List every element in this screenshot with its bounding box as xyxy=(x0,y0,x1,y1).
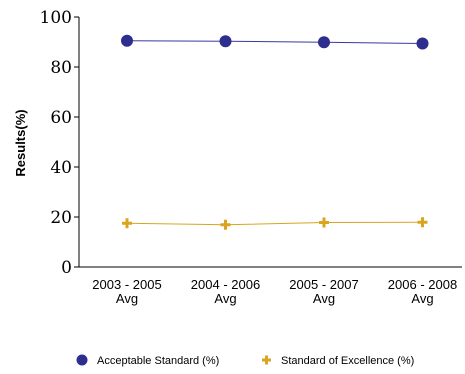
data-point xyxy=(318,36,330,49)
legend-item-2: Standard of Excellence (%) xyxy=(262,355,414,367)
legend-item-1: Acceptable Standard (%) xyxy=(76,354,219,367)
legend-label: Standard of Excellence (%) xyxy=(281,355,414,367)
data-point xyxy=(417,217,428,228)
legend-marker-circle xyxy=(76,354,88,366)
y-axis-title: Results(%) xyxy=(13,109,28,176)
x-tick-label: 2006 - 2008 Avg xyxy=(388,277,457,306)
y-tick-label: 60 xyxy=(50,108,72,128)
x-tick-label: 2003 - 2005 Avg xyxy=(92,277,161,306)
data-point xyxy=(220,219,231,230)
legend: Acceptable Standard (%) Standard of Excel… xyxy=(76,354,414,367)
y-tick-label: 20 xyxy=(50,208,72,228)
legend-marker-plus xyxy=(262,355,271,365)
data-point xyxy=(121,34,133,47)
series-2 xyxy=(122,217,428,230)
y-tick-label: 100 xyxy=(40,8,72,28)
data-point xyxy=(219,35,232,48)
data-point xyxy=(122,218,132,229)
x-tick-label: 2004 - 2006 Avg xyxy=(191,277,260,306)
series-line xyxy=(126,221,423,226)
y-tick-label: 40 xyxy=(50,158,72,178)
x-tick-label: 2005 - 2007 Avg xyxy=(289,277,358,306)
data-point xyxy=(416,37,429,50)
y-tick-label: 80 xyxy=(50,58,72,78)
y-tick-label: 0 xyxy=(61,258,72,278)
legend-label: Acceptable Standard (%) xyxy=(97,355,219,367)
series-1 xyxy=(121,34,429,50)
data-point xyxy=(319,217,329,228)
series-line xyxy=(126,40,423,44)
